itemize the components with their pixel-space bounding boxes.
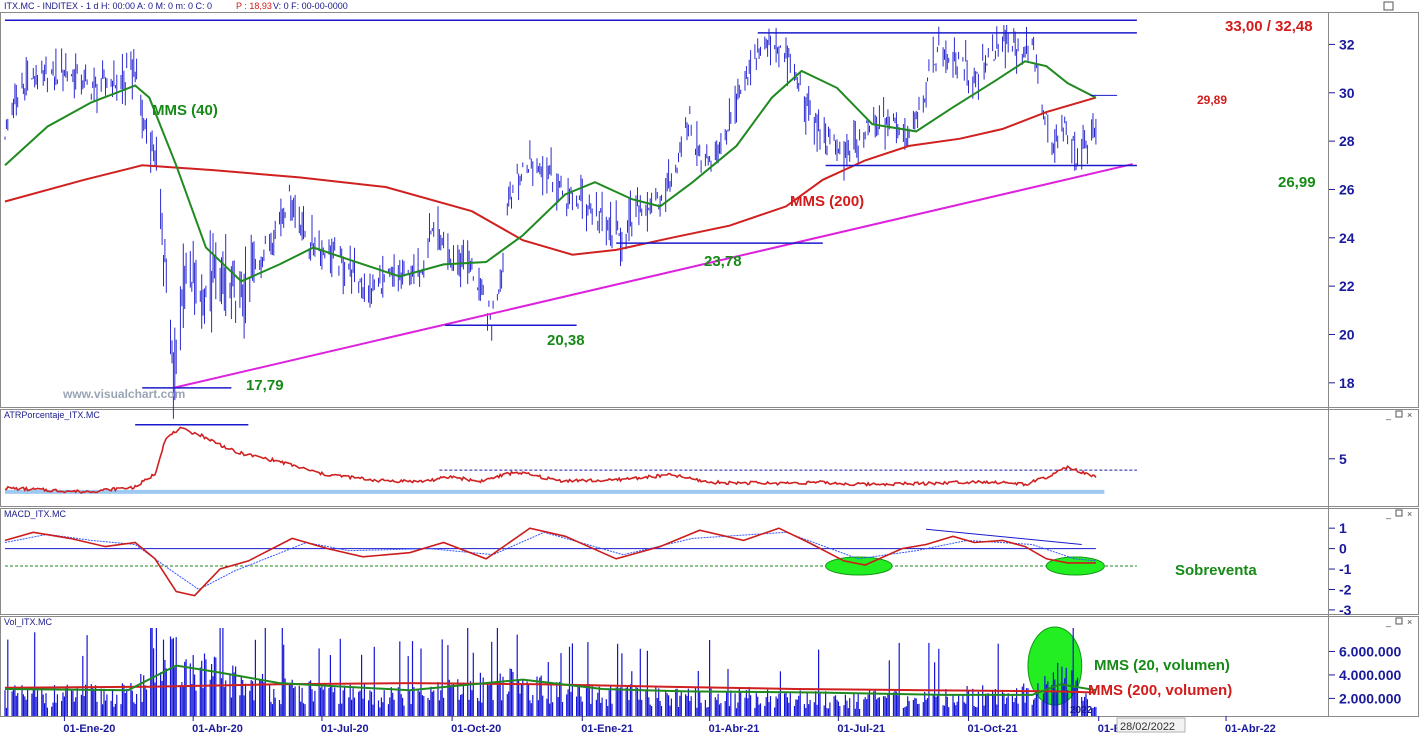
oversold-highlight	[825, 556, 893, 576]
price-axis-tick-label: 26	[1339, 181, 1355, 197]
minimize-icon[interactable]: _	[1385, 410, 1392, 420]
vol-mms200-label: MMS (200, volumen)	[1088, 682, 1232, 699]
close-icon[interactable]: ×	[1407, 509, 1412, 519]
close-icon[interactable]: ×	[1407, 617, 1412, 627]
volume-panel: 6.000.000 4.000.000 2.000.000	[4, 626, 1401, 716]
price-bars	[4, 24, 1097, 419]
chart-header: ITX.MC - INDITEX - 1 d H: 00:00 A: 0 M: …	[4, 1, 348, 11]
mms200-label: MMS (200)	[790, 193, 864, 210]
x-tick-label: 01-Ene-21	[581, 723, 633, 735]
price-axis-tick-label: 24	[1339, 230, 1355, 246]
maximize-icon[interactable]	[1395, 410, 1403, 418]
maximize-icon[interactable]	[1395, 617, 1403, 625]
volume-axis-tick-label: 2.000.000	[1339, 690, 1401, 706]
mms40-line	[4, 60, 1097, 283]
price-axis-tick-label: 30	[1339, 85, 1355, 101]
macd-panel-controls[interactable]: _ ×	[1385, 509, 1412, 519]
support-trendline	[173, 163, 1133, 389]
volume-info: V: 0 F: 00-00-0000	[273, 1, 348, 11]
level-label-29-89: 29,89	[1197, 93, 1227, 107]
atr-panel-name: ATRPorcentaje_ITX.MC	[4, 410, 100, 420]
maximize-icon[interactable]	[1395, 509, 1403, 517]
volume-mms200-line	[4, 682, 1096, 694]
price-panel: 18 20 22 24 26 28 30 32	[4, 19, 1355, 419]
macd-axis-tick-label: -3	[1339, 602, 1352, 618]
x-tick-label: 01-Ene-20	[63, 723, 115, 735]
cursor-date-box: 28/02/2022	[1116, 717, 1186, 733]
macd-divergence-line	[926, 528, 1082, 546]
x-tick-label: 01-Abr-22	[1225, 723, 1276, 735]
level-label-23-78: 23,78	[704, 253, 742, 270]
price-axis-tick-label: 28	[1339, 133, 1355, 149]
macd-line	[4, 527, 1096, 597]
price-axis-tick-label: 22	[1339, 278, 1355, 294]
window-controls[interactable]: _ × _ × _ ×	[1383, 1, 1412, 627]
volume-mms20-line	[4, 664, 1097, 696]
atr-line	[4, 426, 1097, 495]
price-axis-tick-label: 18	[1339, 375, 1355, 391]
minimize-icon[interactable]: _	[1385, 509, 1392, 519]
price-axis-tick-label: 32	[1339, 36, 1355, 52]
x-tick-label: 01-Abr-21	[709, 723, 760, 735]
atr-panel-controls[interactable]: _ ×	[1385, 410, 1412, 420]
volume-axis-tick-label: 4.000.000	[1339, 667, 1401, 683]
watermark: www.visualchart.com	[62, 387, 185, 401]
level-label-20-38: 20,38	[547, 332, 585, 349]
atr-axis-tick-label: 5	[1339, 451, 1347, 467]
year-marker: 2022	[1070, 705, 1093, 716]
x-tick-label: 01-Jul-20	[321, 723, 369, 735]
macd-axis-tick-label: -2	[1339, 581, 1352, 597]
macd-panel-name: MACD_ITX.MC	[4, 509, 67, 519]
level-label-33: 33,00 / 32,48	[1225, 18, 1313, 35]
minimize-icon[interactable]: _	[1385, 617, 1392, 627]
x-tick-label: 01-Jul-21	[837, 723, 885, 735]
x-tick-label: 01-Abr-20	[192, 723, 243, 735]
macd-axis-tick-label: 1	[1339, 520, 1347, 536]
level-label-17-79: 17,79	[246, 377, 284, 394]
vol-mms20-label: MMS (20, volumen)	[1094, 657, 1230, 674]
cursor-date: 28/02/2022	[1120, 721, 1175, 733]
volume-axis-tick-label: 6.000.000	[1339, 643, 1401, 659]
macd-axis-tick-label: 0	[1339, 541, 1347, 557]
price-panel-control[interactable]	[1383, 1, 1394, 11]
oversold-label: Sobreventa	[1175, 562, 1257, 579]
x-axis: 01-Ene-20 01-Abr-20 01-Jul-20 01-Oct-20 01-E…	[63, 716, 1276, 735]
macd-panel: 1 0 -1 -2 -3	[4, 520, 1352, 618]
atr-panel: 5	[4, 424, 1347, 495]
x-tick-label: 01-Oct-20	[451, 723, 501, 735]
level-label-26-99: 26,99	[1278, 174, 1316, 191]
mms40-label: MMS (40)	[152, 102, 218, 119]
macd-axis-tick-label: -1	[1339, 561, 1352, 577]
x-tick-label: 01-Oct-21	[968, 723, 1018, 735]
volume-panel-controls[interactable]: _ ×	[1385, 617, 1412, 627]
ticker-info: ITX.MC - INDITEX - 1 d H: 00:00 A: 0 M: …	[4, 1, 212, 11]
price-info: P : 18,93	[236, 1, 272, 11]
volume-panel-name: Vol_ITX.MC	[4, 617, 53, 627]
price-axis-tick-label: 20	[1339, 326, 1355, 342]
close-icon[interactable]: ×	[1407, 410, 1412, 420]
